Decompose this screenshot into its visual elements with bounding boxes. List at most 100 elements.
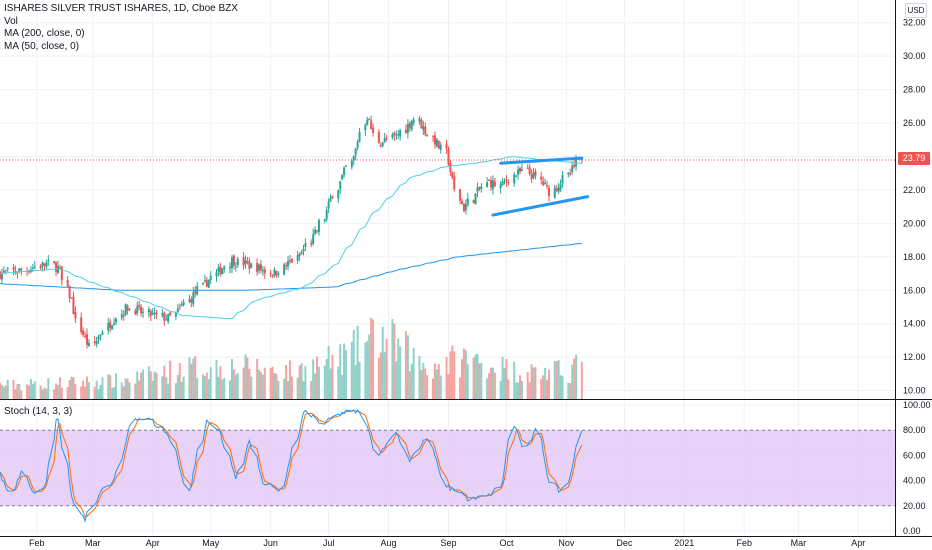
time-tick-label: May: [202, 538, 220, 548]
volume-bar: [575, 354, 578, 399]
candle-body: [379, 145, 382, 147]
volume-bar: [153, 371, 156, 399]
candle-body: [134, 310, 137, 315]
volume-bar: [399, 346, 402, 399]
candle-body: [124, 304, 127, 316]
candle-body: [300, 251, 303, 255]
candle-body: [449, 163, 452, 172]
volume-bar: [84, 386, 87, 399]
volume-bar: [460, 359, 463, 399]
volume-bar: [323, 365, 326, 399]
volume-bar: [223, 378, 226, 399]
volume-bar: [93, 386, 96, 399]
volume-bar: [466, 364, 469, 399]
trendline[interactable]: [499, 156, 584, 165]
candle-body: [109, 321, 112, 328]
volume-bar: [203, 376, 206, 399]
volume-bar: [169, 360, 172, 399]
volume-bar: [269, 367, 272, 399]
candle-body: [230, 257, 233, 268]
volume-bar: [33, 381, 36, 399]
volume-bar: [447, 374, 450, 399]
volume-bar: [499, 380, 502, 399]
volume-bar: [432, 378, 435, 399]
volume-bar: [433, 363, 436, 399]
volume-bar: [412, 347, 415, 399]
legend-vol[interactable]: Vol: [4, 15, 18, 27]
candle-body: [377, 131, 380, 144]
volume-bar: [406, 335, 409, 399]
volume-bar: [459, 377, 462, 399]
volume-bar: [312, 359, 315, 399]
candle-body: [314, 229, 317, 235]
candle-body: [520, 169, 523, 171]
volume-bar: [246, 357, 249, 399]
candle-body: [259, 264, 262, 271]
candle-body: [142, 311, 145, 313]
volume-bar: [232, 369, 235, 399]
volume-bar: [167, 383, 170, 399]
volume-bar: [126, 378, 129, 399]
volume-bar: [155, 372, 158, 399]
volume-bar: [540, 379, 543, 399]
candle-body: [327, 201, 330, 209]
ma200-line: [0, 243, 582, 291]
volume-bar: [377, 357, 380, 399]
price-tick-label: 30.00: [903, 51, 926, 61]
volume-bar: [215, 359, 218, 399]
volume-bar: [234, 374, 237, 399]
candle-body: [544, 182, 547, 185]
volume-bar: [352, 330, 355, 399]
volume-bar: [437, 364, 440, 399]
volume-bar: [310, 380, 313, 399]
time-tick-label: Feb: [736, 538, 752, 548]
volume-bar: [140, 372, 143, 399]
candle-body: [337, 190, 340, 199]
volume-bars: [0, 317, 583, 399]
volume-bar: [395, 361, 398, 399]
candle-body: [43, 263, 46, 266]
candle-body: [464, 204, 467, 211]
trendline[interactable]: [491, 195, 590, 217]
candle-body: [101, 332, 104, 335]
currency-button[interactable]: USD: [905, 3, 927, 18]
price-tick-label: 20.00: [903, 218, 926, 228]
volume-bar: [138, 380, 141, 399]
candle-body: [555, 188, 558, 191]
volume-bar: [464, 350, 467, 399]
volume-bar: [283, 378, 286, 399]
time-tick-label: Mar: [85, 538, 101, 548]
candle-body: [16, 272, 19, 274]
volume-bar: [302, 381, 305, 399]
volume-bar: [219, 366, 222, 399]
trendlines[interactable]: [491, 156, 590, 217]
candle-body: [80, 317, 83, 333]
stoch-tick-label: 20.00: [903, 501, 926, 511]
candle-body: [74, 311, 77, 319]
legend-ma50[interactable]: MA (50, close, 0): [4, 40, 80, 52]
stoch-legend[interactable]: Stoch (14, 3, 3): [4, 406, 73, 417]
candle-body: [296, 254, 299, 261]
candle-body: [540, 176, 543, 180]
candle-body: [66, 280, 69, 287]
volume-bar: [580, 361, 583, 399]
candle-body: [287, 261, 290, 267]
volume-bar: [250, 376, 253, 399]
candle-body: [70, 297, 73, 299]
candle-body: [153, 312, 156, 315]
symbol-title[interactable]: ISHARES SILVER TRUST ISHARES, 1D, Cboe B…: [4, 3, 238, 14]
stoch-tick-label: 80.00: [903, 425, 926, 435]
volume-bar: [99, 384, 102, 399]
candle-body: [505, 179, 508, 182]
volume-bar: [273, 372, 276, 399]
volume-bar: [366, 341, 369, 399]
volume-bar: [107, 374, 110, 399]
candle-body: [478, 186, 481, 189]
volume-bar: [517, 382, 520, 399]
volume-bar: [285, 365, 288, 399]
candle-body: [404, 129, 407, 134]
volume-bar: [350, 341, 353, 399]
candle-body: [87, 342, 90, 347]
legend-ma200[interactable]: MA (200, close, 0): [4, 28, 85, 39]
